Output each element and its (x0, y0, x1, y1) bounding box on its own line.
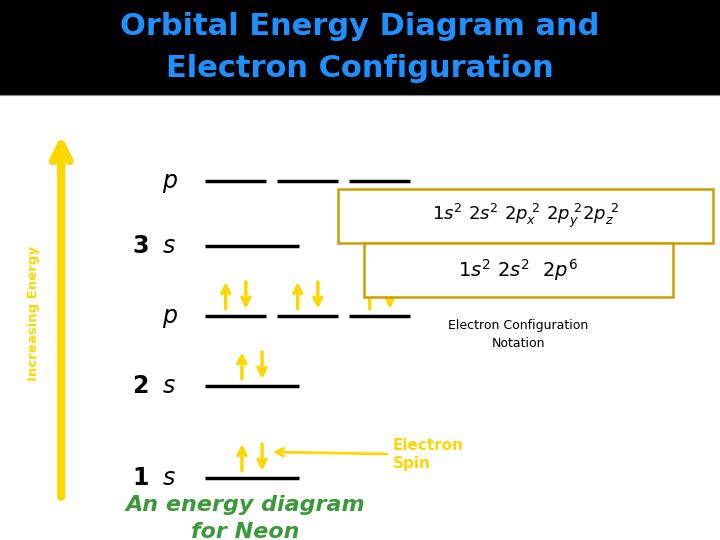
Text: for Neon: for Neon (191, 522, 299, 540)
Text: $1s^2\ 2s^2\ 2p_x^{\ 2}\ 2p_y^{\ 2}2p_z^{\ 2}$: $1s^2\ 2s^2\ 2p_x^{\ 2}\ 2p_y^{\ 2}2p_z^… (432, 202, 619, 230)
Text: 3: 3 (132, 234, 148, 258)
FancyBboxPatch shape (338, 189, 713, 243)
Text: p: p (162, 169, 176, 193)
Text: p: p (162, 304, 176, 328)
Text: $1s^2\ 2s^2\ \ 2p^6$: $1s^2\ 2s^2\ \ 2p^6$ (459, 257, 578, 283)
Text: Orbital Energy Diagram and: Orbital Energy Diagram and (120, 12, 600, 41)
Text: 2: 2 (132, 374, 148, 398)
Text: An energy diagram: An energy diagram (125, 495, 364, 515)
Text: Electron Configuration
Notation: Electron Configuration Notation (449, 319, 588, 350)
Text: s: s (163, 466, 176, 490)
Text: Electron
Spin: Electron Spin (276, 438, 464, 471)
Text: Electron Configuration: Electron Configuration (166, 53, 554, 83)
Text: s: s (163, 234, 176, 258)
FancyBboxPatch shape (0, 0, 720, 94)
FancyBboxPatch shape (364, 243, 673, 297)
Text: s: s (163, 374, 176, 398)
Text: Increasing Energy: Increasing Energy (27, 246, 40, 381)
Text: 1: 1 (132, 466, 148, 490)
